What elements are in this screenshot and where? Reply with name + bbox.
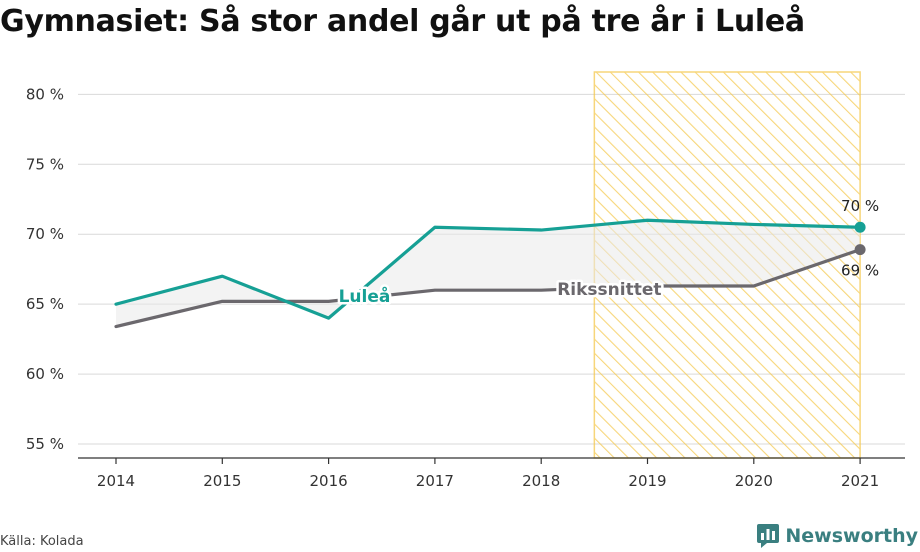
brand-name: Newsworthy [785, 525, 918, 547]
y-tick-label: 75 % [26, 155, 64, 173]
series-end-point-0 [854, 221, 866, 233]
x-tick-label: 2018 [522, 472, 560, 490]
y-tick-label: 65 % [26, 295, 64, 313]
chart-title: Gymnasiet: Så stor andel går ut på tre å… [0, 4, 805, 39]
x-tick-label: 2019 [628, 472, 666, 490]
x-tick-label: 2017 [416, 472, 454, 490]
newsworthy-logo-icon [757, 524, 780, 548]
series-lines-layer [114, 218, 866, 329]
source-note: Källa: Kolada [0, 534, 84, 549]
axis-layer: 55 % 60 % 65 % 70 % 75 % 80 % 2014 2015 2016 2017… [26, 85, 905, 490]
gap-band [116, 220, 861, 327]
x-tick-label: 2020 [735, 472, 773, 490]
series-label-lulea-halo: Luleå [339, 285, 391, 307]
x-tick-label: 2015 [203, 472, 241, 490]
series-line-0 [114, 218, 862, 320]
series-label-rikssnittet: Rikssnittet [557, 280, 661, 300]
gap-band-layer [116, 220, 861, 327]
y-tick-label: 70 % [26, 225, 64, 243]
x-tick-label: 2016 [310, 472, 348, 490]
end-label-rikssnittet: 69 % [841, 262, 879, 280]
series-label-lulea: Luleå [339, 285, 391, 307]
brand-logo: Newsworthy [757, 524, 918, 548]
y-tick-label: 60 % [26, 365, 64, 383]
end-label-lulea: 70 % [841, 197, 879, 215]
x-tick-label: 2014 [97, 472, 135, 490]
series-label-rikssnittet-halo: Rikssnittet [557, 280, 661, 300]
series-line-1 [114, 248, 862, 329]
y-tick-label: 55 % [26, 435, 64, 453]
y-tick-label: 80 % [26, 85, 64, 103]
x-tick-label: 2021 [841, 472, 879, 490]
series-end-point-1 [854, 244, 866, 256]
